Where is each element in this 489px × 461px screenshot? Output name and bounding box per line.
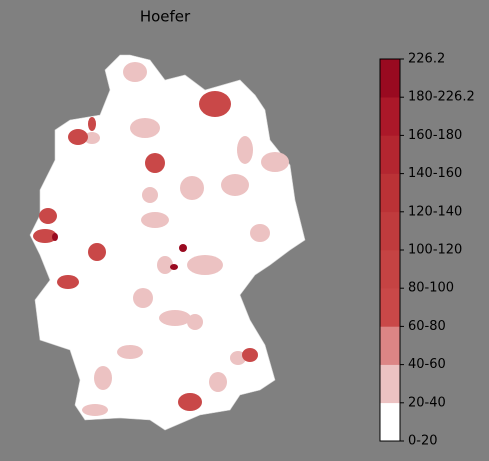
colorbar-segment xyxy=(380,250,400,289)
colorbar-segment xyxy=(380,364,400,404)
colorbar-tick-label: 140-160 xyxy=(408,166,462,181)
colorbar-segment xyxy=(380,97,400,136)
country-outline xyxy=(29,54,306,431)
colorbar-tick-label: 40-60 xyxy=(408,357,446,372)
colorbar-frame xyxy=(379,58,401,442)
colorbar-tick-label: 180-226.2 xyxy=(408,90,475,105)
map-title: Hoefer xyxy=(140,8,191,26)
colorbar-segment xyxy=(380,173,400,213)
region-patches-darkest xyxy=(52,233,187,270)
colorbar-tick-label: 0-20 xyxy=(408,434,438,449)
colorbar-tick-label: 100-120 xyxy=(408,243,462,258)
colorbar-segment xyxy=(380,288,400,327)
region-patches-light xyxy=(82,62,289,416)
colorbar-segment xyxy=(380,211,400,251)
colorbar-segment xyxy=(380,59,400,98)
colorbar-tick-label: 60-80 xyxy=(408,319,446,334)
colorbar-tick-label: 226.2 xyxy=(408,52,445,67)
colorbar-tick-label: 160-180 xyxy=(408,128,462,143)
colorbar-segment xyxy=(380,135,400,174)
colorbar: 0-20 20-40 40-60 60-80 80-100 100-120 120-140 1… xyxy=(379,52,475,449)
germany-map xyxy=(29,54,306,431)
colorbar-segment xyxy=(380,402,400,442)
colorbar-tick-label: 80-100 xyxy=(408,281,454,296)
colorbar-segment xyxy=(380,326,400,365)
colorbar-tick-label: 20-40 xyxy=(408,395,446,410)
region-patches-dark xyxy=(33,91,258,411)
colorbar-tick-label: 120-140 xyxy=(408,204,462,219)
